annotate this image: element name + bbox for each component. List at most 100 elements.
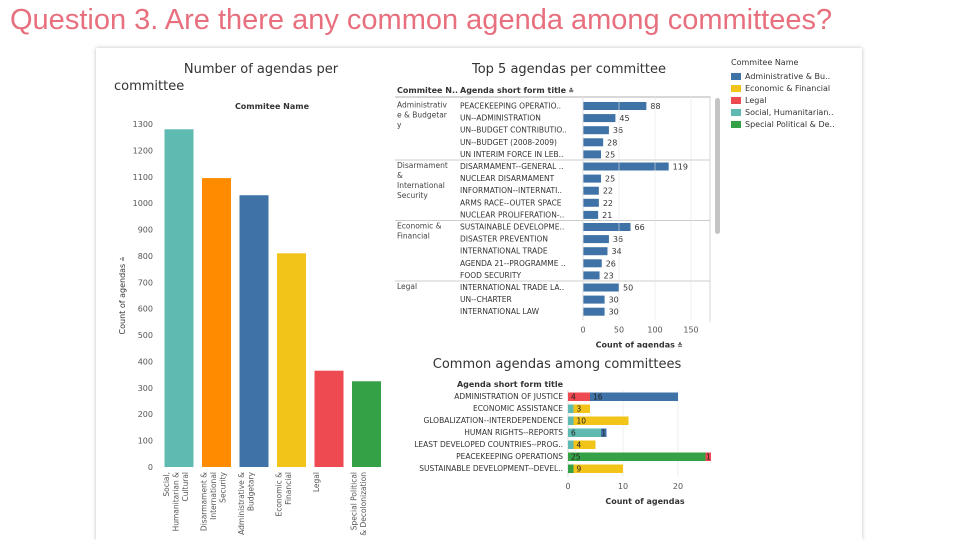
x-tick-label-line: Humanitarian & <box>172 472 181 532</box>
chart-title: committee <box>114 79 184 94</box>
agenda-label: DISASTER PREVENTION <box>460 235 548 244</box>
data-label: 21 <box>602 211 612 220</box>
x-tick-label-line: Budgetary <box>247 471 256 511</box>
bar-segment <box>573 416 629 425</box>
scrollbar-thumb[interactable] <box>715 98 720 234</box>
bar <box>583 138 604 147</box>
chart-common-agendas: Common agendas among committees Agenda sh… <box>414 357 711 506</box>
x-tick-label-line: Security <box>219 471 228 502</box>
agenda-label: INTERNATIONAL TRADE <box>460 247 548 256</box>
legend-label: Economic & Financial <box>745 83 831 93</box>
x-tick-label-line: International <box>209 472 218 520</box>
agenda-label: INTERNATIONAL LAW <box>460 307 540 316</box>
agenda-label: SUSTAINABLE DEVELOPME.. <box>460 223 564 232</box>
legend-item[interactable]: Social, Humanitarian.. <box>731 106 861 118</box>
legend-item[interactable]: Legal <box>731 94 861 106</box>
data-label: 1 <box>601 429 606 438</box>
data-label: 34 <box>611 247 621 256</box>
data-label: 50 <box>623 284 633 293</box>
bar-segment <box>568 392 590 401</box>
bar <box>583 295 605 304</box>
agenda-label: NUCLEAR DISARMAMENT <box>460 174 555 183</box>
x-tick-label-line: & Decolonization <box>359 472 368 536</box>
y-tick-label: 1300 <box>133 120 153 129</box>
legend-label: Legal <box>745 95 767 105</box>
x-tick-label: 10 <box>618 482 628 491</box>
agenda-label: ARMS RACE--OUTER SPACE <box>460 198 562 207</box>
column-header: Agenda short form title <box>457 380 564 389</box>
bar <box>583 235 609 244</box>
bar <box>164 129 194 467</box>
committee-label: y <box>397 121 402 130</box>
bar-segment <box>705 452 711 461</box>
agenda-label: UN--CHARTER <box>460 295 512 304</box>
data-label: 9 <box>577 465 582 474</box>
bar-segment <box>568 440 574 449</box>
bar <box>314 370 344 467</box>
legend-title: Commitee Name <box>731 58 799 67</box>
data-label: 1 <box>706 453 711 462</box>
legend-item[interactable]: Administrative & Bu.. <box>731 70 861 82</box>
data-label: 25 <box>605 175 615 184</box>
legend-label: Special Political & De.. <box>745 119 835 129</box>
bar-segment <box>568 416 574 425</box>
committee-label: International <box>397 181 445 190</box>
x-axis-label: Count of agendas ⩮ <box>596 340 683 348</box>
bar <box>583 247 608 256</box>
legend-label: Administrative & Bu.. <box>745 71 831 81</box>
y-tick-label: 1000 <box>133 199 153 208</box>
x-tick-label-line: Financial <box>284 472 293 505</box>
y-tick-label: 200 <box>138 410 153 419</box>
y-axis-label: Count of agendas ⩮ <box>118 256 127 334</box>
data-label: 4 <box>577 441 582 450</box>
data-label: 6 <box>571 429 576 438</box>
x-tick-label: Legal <box>312 472 321 492</box>
slide-title: Question 3. Are there any common agenda … <box>10 4 833 36</box>
bar-segment <box>568 428 601 437</box>
data-label: 36 <box>613 235 623 244</box>
x-tick-label-line: Social, <box>162 472 171 497</box>
agenda-label: UN--BUDGET (2008-2009) <box>460 138 557 147</box>
x-tick-label-line: Special Political <box>350 472 359 530</box>
data-label: 26 <box>606 259 616 268</box>
data-label: 30 <box>609 308 619 317</box>
agenda-label: UN--ADMINISTRATION <box>460 114 541 123</box>
legend-swatch <box>731 108 741 116</box>
legend-swatch <box>731 96 741 104</box>
x-tick-label: 0 <box>580 325 585 334</box>
bar-segment <box>568 452 706 461</box>
y-tick-label: 500 <box>138 331 153 340</box>
y-tick-label: 900 <box>138 226 153 235</box>
bar <box>583 114 616 123</box>
x-tick-label-line: Cultural <box>181 472 190 502</box>
data-label: 16 <box>593 393 603 402</box>
bar <box>583 223 631 231</box>
column-header: Agenda short form title ⩮ <box>460 86 574 95</box>
legend-swatch <box>731 120 741 128</box>
legend-item[interactable]: Economic & Financial <box>731 82 861 94</box>
bar-segment <box>590 392 678 401</box>
committee-legend: Commitee Name Administrative & Bu.. Econo… <box>731 58 861 130</box>
legend-item[interactable]: Special Political & De.. <box>731 118 861 130</box>
x-tick-label-line: Economic & <box>275 472 284 517</box>
committee-label: Disarmament <box>397 161 448 170</box>
bar <box>202 178 231 467</box>
agenda-label: GLOBALIZATION--INTERDEPENDENCE <box>423 416 563 425</box>
agenda-label: PEACEKEEPING OPERATIONS <box>456 452 563 461</box>
chart-title: Number of agendas per <box>184 62 339 77</box>
y-tick-label: 600 <box>138 305 153 314</box>
column-header: Commitee N.. <box>397 86 458 95</box>
agenda-label: SUSTAINABLE DEVELOPMENT--DEVEL.. <box>419 464 563 473</box>
data-label: 22 <box>603 187 613 196</box>
x-tick-label: Administrative & Budgetary <box>237 471 256 534</box>
bar <box>583 150 601 159</box>
y-tick-label: 1200 <box>133 146 153 155</box>
x-tick-label: Disarmament & International Security <box>200 471 228 531</box>
x-tick-label-line: Administrative & <box>237 472 246 535</box>
y-tick-label: 800 <box>138 252 153 261</box>
agenda-label: DISARMAMENT--GENERAL .. <box>460 162 564 171</box>
y-tick-label: 400 <box>138 357 153 366</box>
bar <box>583 174 601 183</box>
